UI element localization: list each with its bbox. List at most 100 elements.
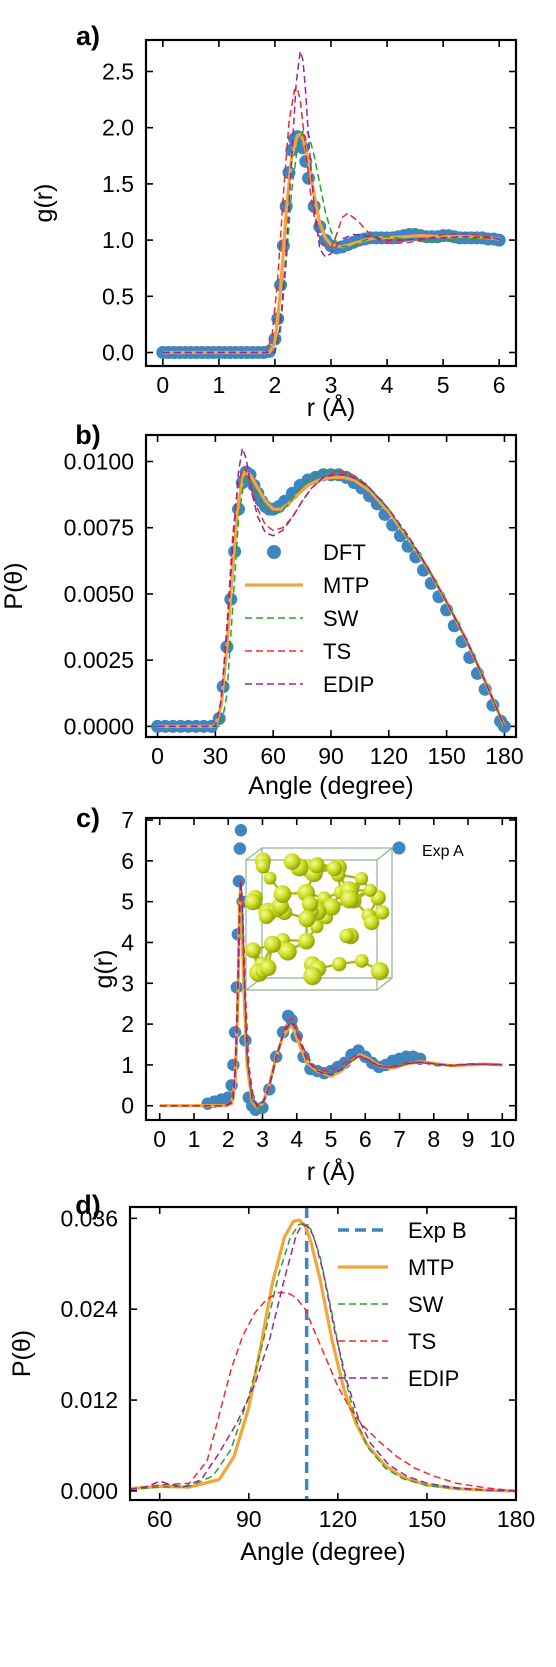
panel-label: b) [75, 420, 100, 450]
x-tick-label: 6 [493, 372, 506, 398]
legend-item-ts: TS [245, 639, 351, 664]
y-tick-label: 0.0100 [64, 448, 134, 474]
y-tick-label: 0.0075 [64, 515, 134, 541]
x-axis-label: Angle (degree) [248, 772, 413, 800]
x-tick-label: 6 [359, 1126, 372, 1152]
x-tick-label: 120 [319, 1506, 357, 1532]
legend-label: EDIP [323, 672, 374, 697]
y-axis-label: g(r) [30, 184, 58, 223]
atom [298, 932, 315, 950]
legend-item-exp-a: Exp A [392, 841, 464, 860]
y-tick-label: 7 [121, 807, 134, 833]
legend: Exp A [392, 841, 464, 860]
y-tick-label: 0.0 [102, 340, 134, 366]
y-tick-label: 0.000 [60, 1478, 118, 1504]
legend-item-dft: DFT [267, 540, 366, 565]
atom [363, 883, 377, 897]
cell-edge [376, 977, 393, 991]
x-tick-label: 7 [393, 1126, 406, 1152]
x-tick-label: 90 [236, 1506, 262, 1532]
y-tick-label: 0.5 [102, 283, 134, 309]
data-point [232, 875, 246, 888]
x-tick-label: 8 [427, 1126, 440, 1152]
panel-label: d) [75, 1190, 100, 1220]
series-edip-line [162, 50, 500, 354]
series-mtp-line [130, 1218, 516, 1493]
series-mtp-line [162, 132, 500, 355]
atom [244, 893, 262, 911]
y-tick-label: 2 [121, 1011, 134, 1037]
plot-area [130, 1207, 516, 1500]
atom [273, 885, 292, 903]
x-axis-label: r (Å) [307, 392, 356, 422]
y-tick-label: 0.036 [60, 1205, 118, 1231]
y-tick-label: 0.024 [60, 1296, 118, 1322]
y-tick-label: 3 [121, 970, 134, 996]
x-tick-label: 5 [325, 1126, 338, 1152]
x-tick-label: 4 [381, 372, 394, 398]
atom [354, 954, 369, 968]
panel-a: a) 0 1 2 3 4 5 6 0.0 0.5 1.0 1.5 2.0 2.5 r (Å) g(r) [30, 21, 518, 422]
series-ts-line [162, 87, 500, 354]
x-tick-label: 60 [260, 743, 286, 769]
legend-marker [267, 545, 281, 559]
x-tick-label: 2 [222, 1126, 235, 1152]
series-sw-line [130, 1222, 516, 1492]
x-tick-label: 10 [489, 1126, 515, 1152]
legend-item-exp-b: Exp B [338, 1218, 467, 1243]
x-tick-label: 3 [256, 1126, 269, 1152]
legend-item-edip: EDIP [245, 672, 374, 697]
y-tick-label: 1.5 [102, 171, 134, 197]
series-edip-line [130, 1223, 516, 1492]
axes-frame [144, 816, 518, 1122]
x-tick-label: 9 [462, 1126, 475, 1152]
panel-label: a) [76, 21, 100, 51]
plot-area [151, 447, 511, 733]
legend-item-ts: TS [338, 1329, 436, 1354]
legend-label: DFT [323, 540, 366, 565]
data-point [233, 842, 247, 855]
x-tick-label: 180 [485, 743, 523, 769]
y-tick-label: 0.012 [60, 1387, 118, 1413]
series-edip-line [159, 880, 503, 1107]
atom [263, 935, 281, 953]
atom [308, 858, 325, 874]
x-tick-label: 180 [497, 1506, 535, 1532]
legend-item-sw: SW [245, 606, 359, 631]
y-tick-label: 6 [121, 848, 134, 874]
legend-item-mtp: MTP [245, 573, 369, 598]
x-tick-label: 0 [153, 1126, 166, 1152]
y-tick-label: 0.0000 [64, 713, 134, 739]
panel-b: b) 0 30 60 90 120 150 180 0.0000 0.0025 0.0050 0.00… [0, 420, 524, 800]
inset-structure [244, 847, 393, 991]
legend-label: Exp B [408, 1218, 467, 1243]
atom [332, 956, 347, 972]
series-edip-line [157, 447, 506, 728]
data-point [497, 719, 511, 733]
legend-label: EDIP [408, 1366, 459, 1391]
y-tick-label: 0.0050 [64, 581, 134, 607]
x-tick-label: 150 [427, 743, 465, 769]
atom [363, 914, 380, 931]
atom [370, 962, 389, 981]
x-tick-label: 90 [318, 743, 344, 769]
y-tick-label: 5 [121, 889, 134, 915]
y-tick-label: 1.0 [102, 227, 134, 253]
atom [278, 942, 297, 961]
legend-marker [392, 841, 406, 855]
atom [326, 860, 343, 877]
y-axis-label: P(θ) [8, 1330, 36, 1377]
x-tick-label: 0 [151, 743, 164, 769]
x-tick-label: 120 [370, 743, 408, 769]
axes-frame [144, 433, 518, 739]
y-tick-label: 2.5 [102, 58, 134, 84]
legend-label: SW [323, 606, 359, 631]
atom [322, 898, 341, 916]
series-exp-a [201, 824, 427, 1116]
cell-edge [376, 847, 393, 861]
legend-label: MTP [408, 1255, 454, 1280]
x-tick-label: 30 [203, 743, 229, 769]
x-tick-label: 0 [156, 372, 169, 398]
